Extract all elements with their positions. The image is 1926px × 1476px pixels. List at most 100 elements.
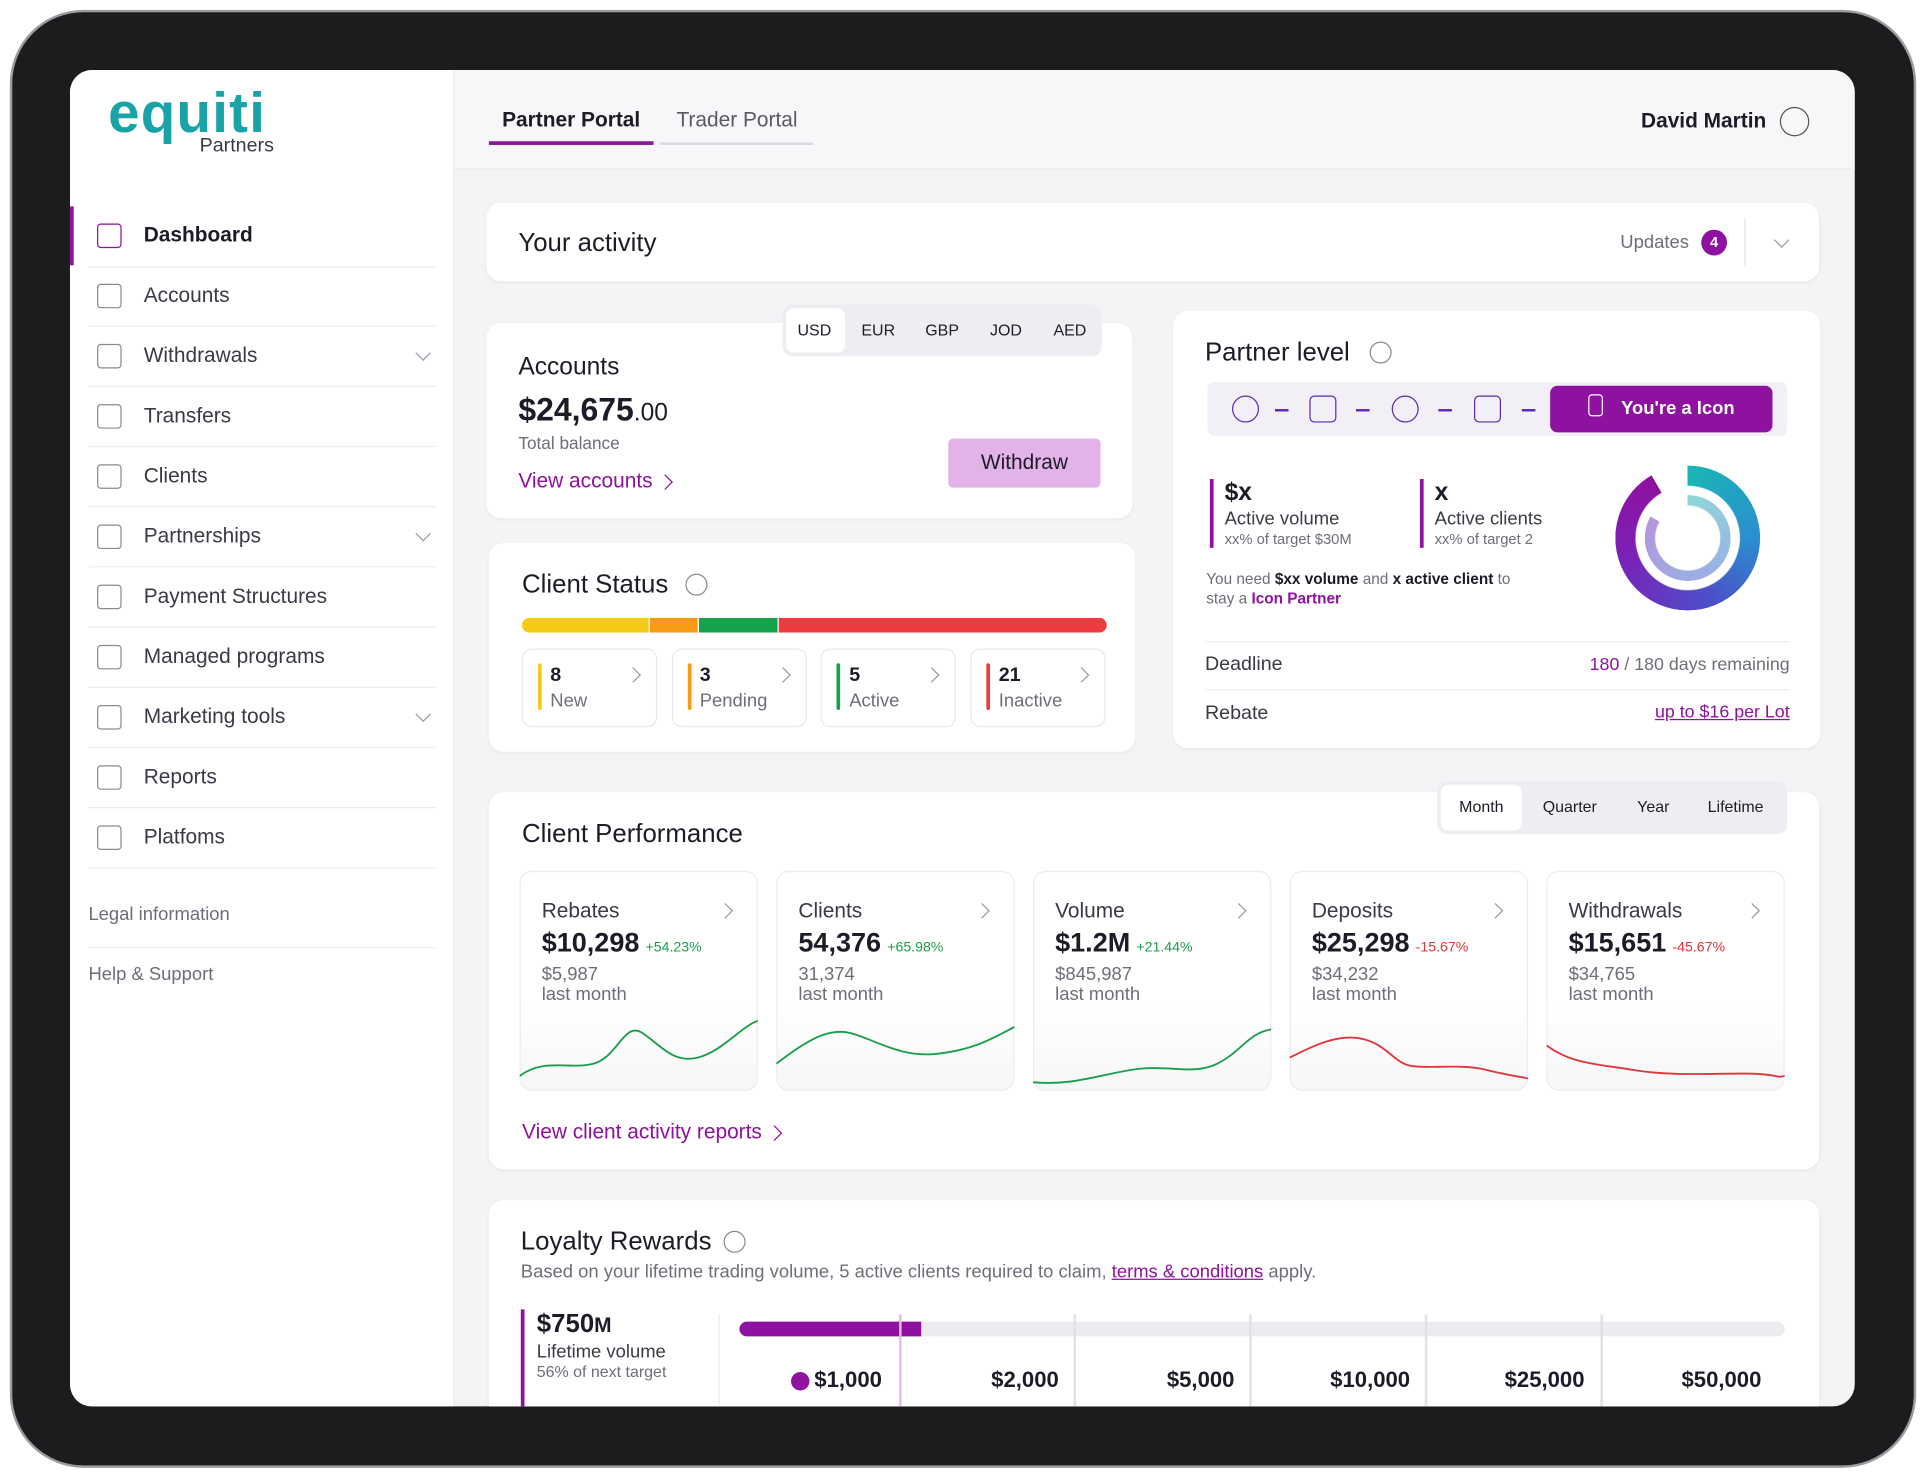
status-label: New: [550, 690, 588, 712]
user-name: David Martin: [1640, 109, 1767, 133]
text-line: 54,376 +65.98%: [798, 927, 943, 959]
sparkline-path: [519, 1019, 758, 1077]
level-icon: [1473, 395, 1502, 423]
status-box[interactable]: [522, 648, 658, 728]
period-option[interactable]: Year: [1637, 797, 1670, 816]
metric-value: x: [1434, 479, 1449, 507]
balance-cents: .00: [633, 399, 668, 427]
tab[interactable]: Partner Portal: [502, 107, 641, 132]
status-count: 21: [998, 665, 1021, 686]
nav-item[interactable]: Withdrawals: [143, 343, 258, 368]
milestone-tick: [1073, 1314, 1076, 1407]
milestone: $10,000: [1330, 1367, 1411, 1392]
info-icon: [723, 1230, 746, 1253]
info-icon: [1369, 341, 1392, 364]
link[interactable]: View client activity reports: [522, 1119, 762, 1144]
divider: [1204, 689, 1790, 691]
divider: [88, 746, 437, 749]
nav-item[interactable]: Reports: [143, 765, 217, 789]
divider: [88, 947, 437, 949]
currency-option[interactable]: EUR: [861, 320, 896, 340]
text: Based on your lifetime trading volume, 5…: [520, 1261, 1112, 1283]
metric-card[interactable]: [1289, 870, 1529, 1091]
period-option[interactable]: Quarter: [1542, 797, 1597, 816]
metric-card[interactable]: [1546, 870, 1785, 1091]
metric-name: Volume: [1055, 898, 1125, 923]
sparkline: [1033, 1028, 1272, 1084]
text: $xx volume: [1274, 570, 1359, 588]
metric-label: Active clients: [1434, 508, 1543, 530]
withdraw-button[interactable]: [948, 438, 1101, 488]
metric-sub: xx% of target $30M: [1224, 530, 1352, 548]
nav-item[interactable]: Accounts: [143, 283, 230, 307]
period-option[interactable]: Month: [1459, 797, 1504, 816]
nav-item[interactable]: Dashboard: [143, 223, 253, 247]
currency-option[interactable]: USD: [797, 320, 832, 340]
logo-sub: Partners: [199, 135, 274, 157]
milestone-tick: [899, 1314, 902, 1407]
divider: [1204, 641, 1790, 643]
nav-item[interactable]: Partnerships: [143, 524, 261, 548]
nav-icon: [97, 343, 122, 369]
check-icon: [791, 1372, 810, 1391]
milestone: $5,000: [1166, 1367, 1235, 1392]
volume-bar: [520, 1309, 525, 1407]
status-color: [986, 663, 991, 710]
status-box[interactable]: [820, 648, 957, 728]
status-label: Inactive: [998, 690, 1063, 712]
text-line: $24,675.00: [518, 391, 668, 429]
currency-option[interactable]: JOD: [990, 320, 1022, 340]
milestone-tick: [1600, 1314, 1603, 1407]
text: and: [1358, 570, 1393, 588]
link[interactable]: terms & conditions: [1111, 1261, 1264, 1283]
metric-card[interactable]: [519, 870, 758, 1091]
nav-item[interactable]: Payment Structures: [143, 584, 328, 608]
status-segment: [778, 617, 1107, 633]
tab[interactable]: Trader Portal: [676, 107, 798, 132]
metric-name: Withdrawals: [1568, 898, 1683, 923]
button-label[interactable]: Withdraw: [980, 450, 1068, 474]
previous-value: $5,987: [541, 964, 599, 986]
milestone-tick: [1424, 1314, 1427, 1407]
description: Based on your lifetime trading volume, 5…: [521, 1261, 1316, 1283]
milestone: $1,000: [814, 1367, 882, 1392]
nav-item[interactable]: Platfoms: [143, 825, 225, 849]
card-title: Partner level: [1204, 338, 1350, 367]
metric-change: +54.23%: [645, 940, 702, 956]
currency-option[interactable]: GBP: [925, 320, 959, 340]
sparkline-path: [1033, 1028, 1272, 1084]
metric-name: Clients: [798, 898, 863, 923]
nav-item[interactable]: Managed programs: [143, 644, 325, 668]
footer-link[interactable]: Help & Support: [88, 964, 214, 986]
nav-item[interactable]: Marketing tools: [143, 704, 286, 729]
status-box[interactable]: [671, 648, 807, 728]
nav-item[interactable]: Transfers: [143, 403, 232, 428]
period-option[interactable]: Lifetime: [1707, 797, 1764, 816]
activity-card: [486, 202, 1820, 282]
badge-label: You're a Icon: [1621, 397, 1735, 419]
status-color: [836, 663, 841, 710]
metric-card[interactable]: [776, 870, 1015, 1091]
status-count: 3: [699, 665, 711, 686]
text-line: 180 / 180 days remaining: [1590, 655, 1790, 676]
currency-option[interactable]: AED: [1053, 320, 1087, 340]
currency-selected: [786, 308, 846, 353]
milestone: $2,000: [991, 1367, 1059, 1392]
status-label: Active: [849, 690, 900, 712]
nav-item[interactable]: Clients: [143, 464, 208, 488]
link[interactable]: View accounts: [518, 468, 653, 493]
status-box[interactable]: [970, 648, 1106, 728]
metric-value: $1.2M: [1055, 927, 1131, 958]
sparkline-path: [1546, 1044, 1785, 1078]
metric-bar: [1419, 479, 1424, 548]
link[interactable]: up to $16 per Lot: [1654, 702, 1790, 723]
row-label: Rebate: [1204, 703, 1269, 724]
divider: [88, 566, 437, 568]
status-bar: [522, 617, 1107, 633]
metric-name: Rebates: [541, 898, 620, 923]
card-title: Accounts: [518, 353, 620, 381]
progress-track: [739, 1321, 1785, 1337]
footer-link[interactable]: Legal information: [88, 904, 230, 925]
badge: 4: [1701, 229, 1728, 256]
